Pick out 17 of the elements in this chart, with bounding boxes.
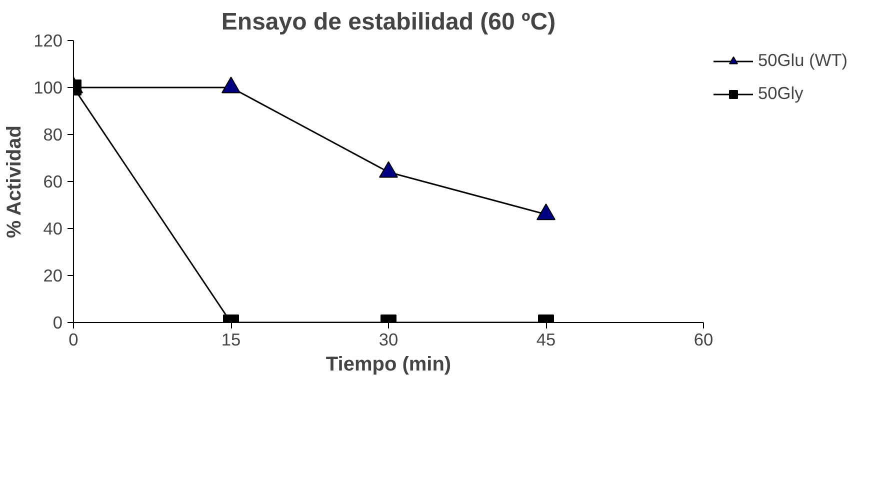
y-tick-label: 0 [52, 312, 63, 332]
y-tick-label: 120 [34, 30, 63, 50]
y-tick-label: 20 [43, 266, 63, 286]
x-tick-label: 60 [694, 330, 714, 350]
legend-label: 50Gly [758, 83, 804, 104]
x-axis-title: Tiempo (min) [326, 354, 452, 376]
y-tick-label: 80 [43, 124, 63, 144]
x-tick-label: 0 [68, 330, 78, 350]
legend-label: 50Glu (WT) [758, 50, 848, 71]
y-axis-title: % Actividad [4, 126, 26, 238]
x-tick-label: 45 [536, 330, 556, 350]
y-tick-label: 100 [34, 78, 63, 98]
x-tick-label: 30 [378, 330, 398, 350]
x-tick-label: 15 [221, 330, 241, 350]
chart-title: Ensayo de estabilidad (60 ºC) [221, 8, 556, 36]
y-tick-label: 60 [43, 172, 63, 192]
y-tick-label: 40 [43, 218, 63, 238]
